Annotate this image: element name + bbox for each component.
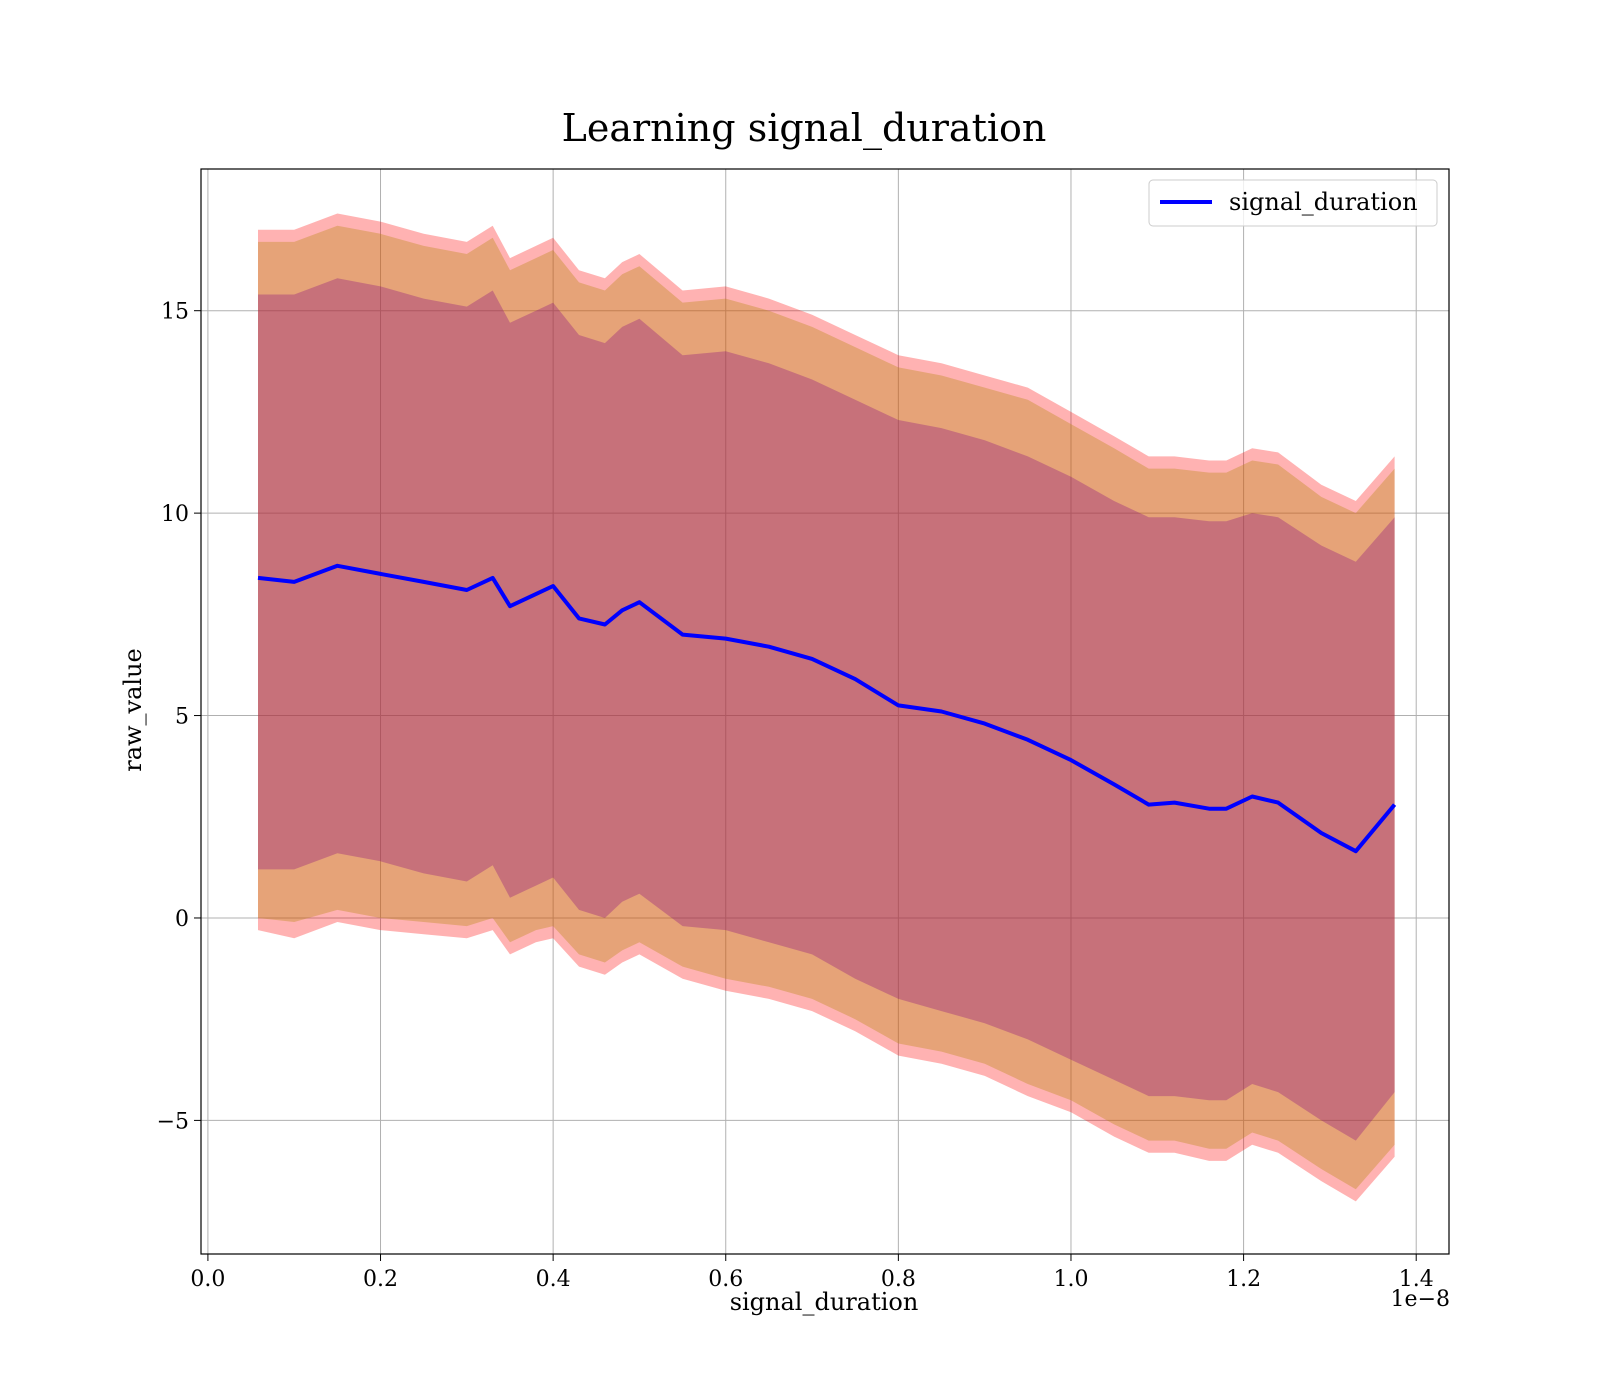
legend: signal_duration bbox=[1148, 179, 1438, 227]
y-axis-label: raw_value bbox=[119, 648, 147, 772]
y-tick-label: 10 bbox=[161, 502, 189, 527]
x-offset-label: 1e−8 bbox=[1391, 1287, 1450, 1312]
x-tick-label: 0.6 bbox=[708, 1267, 743, 1292]
y-tick-label: 15 bbox=[161, 300, 189, 325]
series-line-signal_duration bbox=[257, 563, 1397, 854]
y-tick-label: −5 bbox=[157, 1109, 189, 1134]
x-tick-label: 0.2 bbox=[363, 1267, 398, 1292]
x-tick-label: 0.4 bbox=[536, 1267, 571, 1292]
x-axis-label: signal_duration bbox=[730, 1288, 919, 1316]
x-tick-label: 1.0 bbox=[1053, 1267, 1088, 1292]
middle-band bbox=[258, 225, 1395, 1190]
x-tick-label: 1.4 bbox=[1399, 1267, 1434, 1292]
x-tick-label: 0.0 bbox=[190, 1267, 225, 1292]
y-tick-label: 5 bbox=[175, 705, 189, 730]
outer-band bbox=[258, 213, 1395, 1202]
legend-label: signal_duration bbox=[1229, 188, 1418, 216]
x-tick-label: 1.2 bbox=[1226, 1267, 1261, 1292]
legend-box bbox=[1148, 179, 1438, 227]
plot-area: 0.0 0.2 0.4 0.6 0.8 1.0 1.2 1.4 −5 0 5 10 15 bbox=[157, 168, 1450, 1292]
inner-band bbox=[258, 278, 1395, 1141]
chart-title: Learning signal_duration bbox=[562, 106, 1047, 151]
axes-frame bbox=[200, 168, 1450, 1255]
x-tick-label: 0.8 bbox=[881, 1267, 916, 1292]
y-tick-label: 0 bbox=[175, 907, 189, 932]
